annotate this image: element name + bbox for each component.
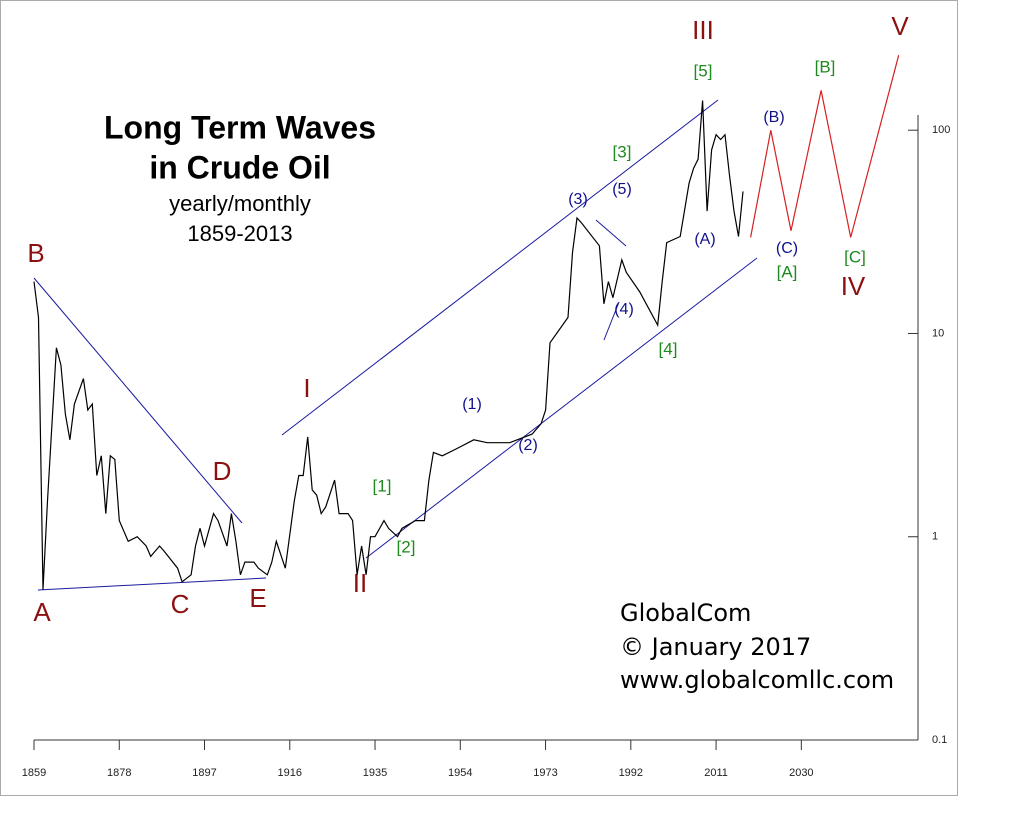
trend-line <box>33 277 243 524</box>
x-tick-label: 2011 <box>704 767 728 779</box>
annotation: [2] <box>397 537 416 556</box>
annotation: IV <box>841 271 866 301</box>
annotation: [4] <box>659 339 678 358</box>
trend-line <box>603 301 620 341</box>
chart-title: in Crude Oil <box>149 149 330 185</box>
annotation: [C] <box>844 247 866 266</box>
annotation: (2) <box>518 437 538 454</box>
annotation: [1] <box>373 476 392 495</box>
annotations: BA C EDIIIIIIIVV[1][2][3][4][5][A][B][C](1… <box>27 11 909 627</box>
annotation: D <box>213 456 232 486</box>
annotation: [B] <box>815 57 836 76</box>
annotation: C <box>171 589 190 619</box>
frame <box>0 0 958 796</box>
x-tick-label: 1916 <box>278 767 302 779</box>
annotation: II <box>353 568 367 598</box>
annotation: (3) <box>568 191 588 208</box>
annotation: (5) <box>612 181 632 198</box>
credit: © January 2017 <box>620 633 811 661</box>
annotation: B <box>27 238 44 268</box>
annotation: [A] <box>777 262 798 281</box>
annotation: [3] <box>613 142 632 161</box>
subtitle: yearly/monthly <box>169 191 311 216</box>
annotation: (A) <box>694 231 715 248</box>
x-tick-label: 1859 <box>22 767 46 779</box>
trend-line <box>365 257 758 559</box>
trend-line <box>281 99 719 436</box>
y-tick-label: 100 <box>932 124 950 136</box>
y-tick-label: 0.1 <box>932 734 947 746</box>
annotation: (C) <box>776 240 798 257</box>
chart-title: Long Term Waves <box>104 109 376 145</box>
x-tick-label: 1878 <box>107 767 131 779</box>
price-line <box>33 100 744 590</box>
annotation: A <box>33 597 51 627</box>
annotation: E <box>249 583 266 613</box>
trend-line <box>37 577 267 591</box>
x-tick-label: 1992 <box>619 767 643 779</box>
annotation: (1) <box>462 396 482 413</box>
x-tick-label: 2030 <box>789 767 813 779</box>
x-tick-label: 1897 <box>192 767 216 779</box>
trend-line <box>595 219 627 247</box>
y-tick-label: 10 <box>932 327 944 339</box>
x-tick-label: 1973 <box>533 767 557 779</box>
annotation: (B) <box>763 109 784 126</box>
x-tick-label: 1954 <box>448 767 472 779</box>
x-tick-label: 1935 <box>363 767 387 779</box>
annotation: [5] <box>694 61 713 80</box>
annotation: I <box>303 373 310 403</box>
trend-lines <box>33 99 758 591</box>
credit: GlobalCom <box>620 599 751 627</box>
y-tick-label: 1 <box>932 531 938 543</box>
price-line <box>750 55 900 238</box>
annotation: III <box>692 15 714 45</box>
annotation: (4) <box>614 301 634 318</box>
subtitle: 1859-2013 <box>187 221 292 246</box>
annotation: V <box>891 11 909 41</box>
credit: www.globalcomllc.com <box>620 666 894 694</box>
